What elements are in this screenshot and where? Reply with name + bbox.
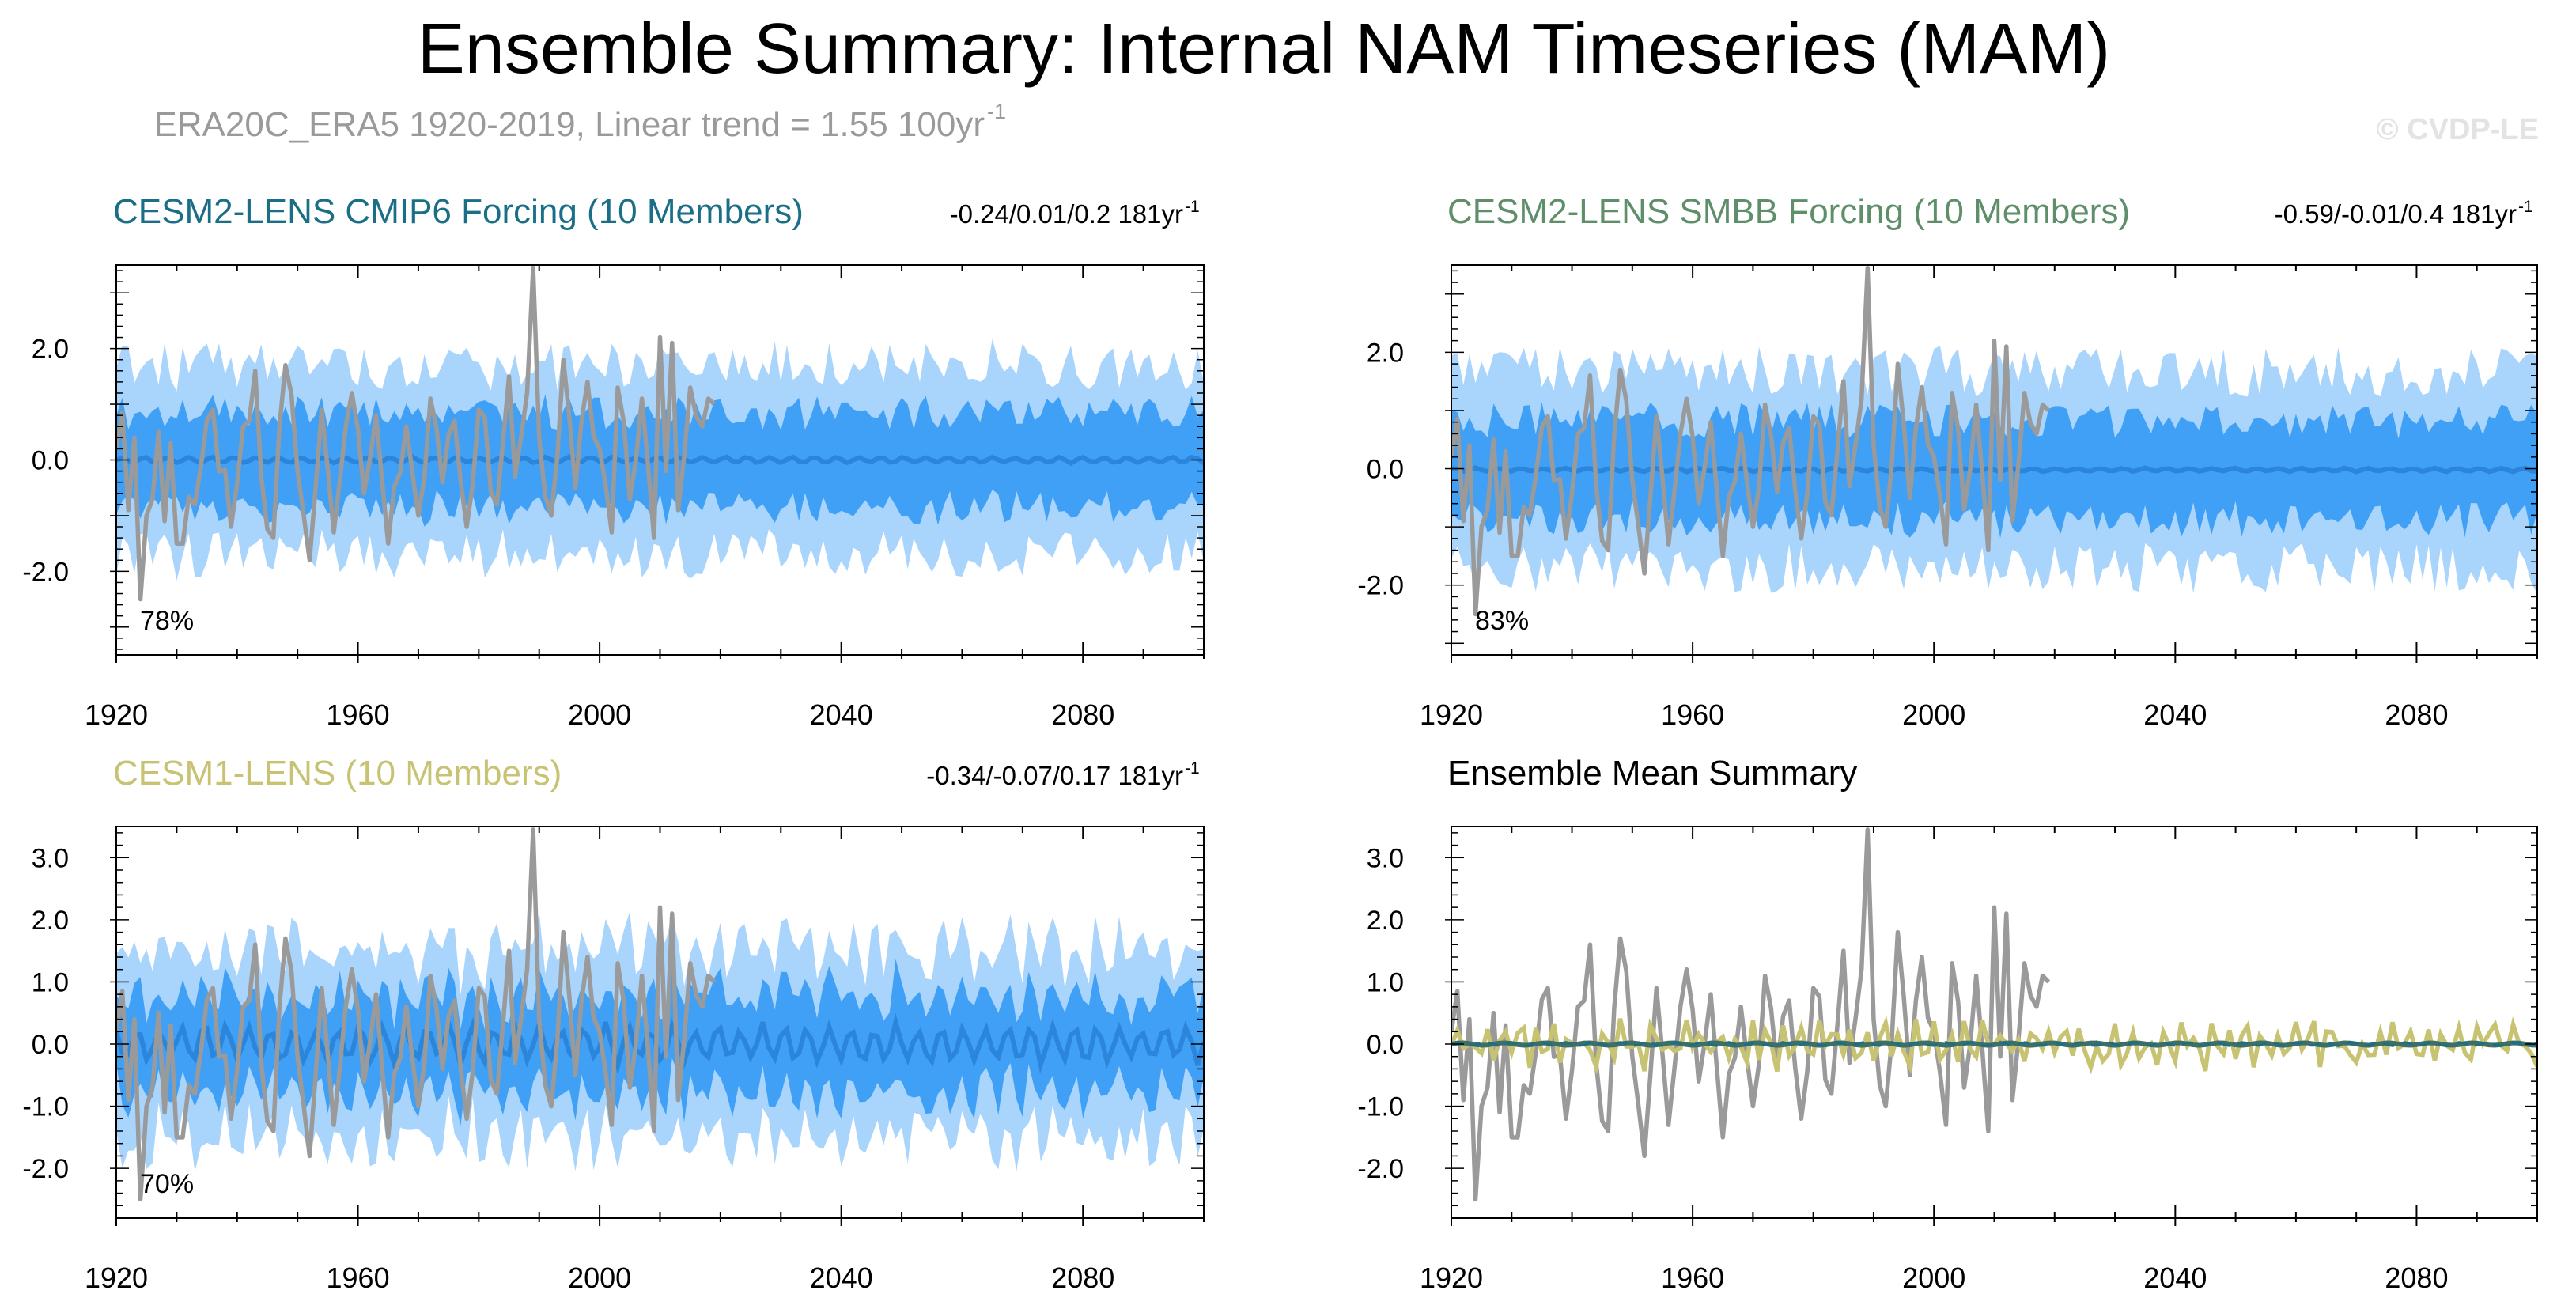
y-tick-label: 1.0 <box>1367 967 1404 997</box>
plot-area <box>1451 827 2537 1202</box>
trend-label-superscript: -1 <box>1185 759 1200 778</box>
observations-line <box>116 827 717 1202</box>
x-tick-label: 2080 <box>2385 698 2448 731</box>
panel-title: CESM1-LENS (10 Members) <box>113 754 562 793</box>
y-tick-label: -2.0 <box>1357 571 1404 601</box>
ensemble-spread-inner <box>116 959 1204 1126</box>
x-tick-label: 2040 <box>2143 698 2207 731</box>
x-tick-label: 1920 <box>1420 698 1483 731</box>
x-tick-label: 2000 <box>568 698 631 731</box>
page-title: Ensemble Summary: Internal NAM Timeserie… <box>418 9 2111 89</box>
y-tick-label: 0.0 <box>1367 455 1404 485</box>
observations-line <box>116 265 717 602</box>
x-tick-label: 2080 <box>1051 698 1114 731</box>
y-tick-label: 0.0 <box>32 1030 69 1060</box>
y-tick-label: -1.0 <box>22 1092 69 1122</box>
x-tick-label: 2000 <box>1902 1262 1965 1294</box>
panel-title: CESM2-LENS CMIP6 Forcing (10 Members) <box>113 192 804 231</box>
trend-label: -0.59/-0.01/0.4 181yr <box>2275 199 2517 229</box>
y-tick-label: -1.0 <box>1357 1092 1404 1122</box>
y-tick-label: 0.0 <box>32 446 69 476</box>
y-tick-label: 2.0 <box>1367 338 1404 368</box>
cmip6-mean-line <box>1451 1041 2537 1047</box>
y-tick-label: 2.0 <box>32 335 69 365</box>
trend-label-superscript: -1 <box>2518 198 2533 216</box>
watermark: © CVDP-LE <box>2377 113 2539 146</box>
y-tick-label: 3.0 <box>32 843 69 873</box>
x-tick-label: 2080 <box>2385 1262 2448 1294</box>
plot-area <box>1451 265 2537 617</box>
trend-label: -0.24/0.01/0.2 181yr <box>950 199 1183 229</box>
panel-title: CESM2-LENS SMBB Forcing (10 Members) <box>1447 192 2130 231</box>
x-tick-label: 2080 <box>1051 1262 1114 1294</box>
x-tick-label: 2040 <box>810 1262 873 1294</box>
x-tick-label: 1920 <box>85 1262 148 1294</box>
y-tick-label: 0.0 <box>1367 1030 1404 1060</box>
y-tick-label: 3.0 <box>1367 843 1404 873</box>
panel-cesm2-cmip6: CESM2-LENS CMIP6 Forcing (10 Members) -0.… <box>22 192 1205 731</box>
plot-area <box>116 827 1204 1202</box>
percent-label: 78% <box>140 606 194 636</box>
x-tick-label: 2040 <box>2143 1262 2207 1294</box>
page-subtitle: ERA20C_ERA5 1920-2019, Linear trend = 1.… <box>153 105 985 144</box>
x-tick-label: 2000 <box>568 1262 631 1294</box>
observations-line <box>1451 827 2051 1202</box>
x-tick-label: 1960 <box>1661 698 1724 731</box>
y-tick-label: -2.0 <box>1357 1154 1404 1184</box>
percent-label: 70% <box>140 1169 194 1199</box>
plot-area <box>116 265 1204 602</box>
x-tick-label: 1960 <box>1661 1262 1724 1294</box>
panel-cesm1-lens: CESM1-LENS (10 Members) -0.34/-0.07/0.17 … <box>22 754 1205 1294</box>
x-tick-label: 1960 <box>327 698 390 731</box>
y-tick-label: 2.0 <box>1367 906 1404 936</box>
y-tick-label: -2.0 <box>22 1154 69 1184</box>
page-subtitle-superscript: -1 <box>987 100 1006 123</box>
panel-title: Ensemble Mean Summary <box>1447 754 1857 793</box>
y-tick-label: 2.0 <box>32 906 69 936</box>
observations-line <box>1451 265 2051 617</box>
trend-label: -0.34/-0.07/0.17 181yr <box>926 761 1183 790</box>
x-tick-label: 1960 <box>327 1262 390 1294</box>
panel-ensemble-mean-summary: Ensemble Mean Summary 1920 1960 2000 2040 208… <box>1357 754 2538 1294</box>
y-tick-label: -2.0 <box>22 557 69 587</box>
x-tick-label: 2000 <box>1902 698 1965 731</box>
x-tick-label: 2040 <box>810 698 873 731</box>
trend-label-superscript: -1 <box>1185 198 1200 216</box>
y-tick-label: 1.0 <box>32 967 69 997</box>
percent-label: 83% <box>1475 606 1529 636</box>
panel-cesm2-smbb: CESM2-LENS SMBB Forcing (10 Members) -0.5… <box>1357 192 2538 731</box>
x-tick-label: 1920 <box>1420 1262 1483 1294</box>
x-tick-label: 1920 <box>85 698 148 731</box>
